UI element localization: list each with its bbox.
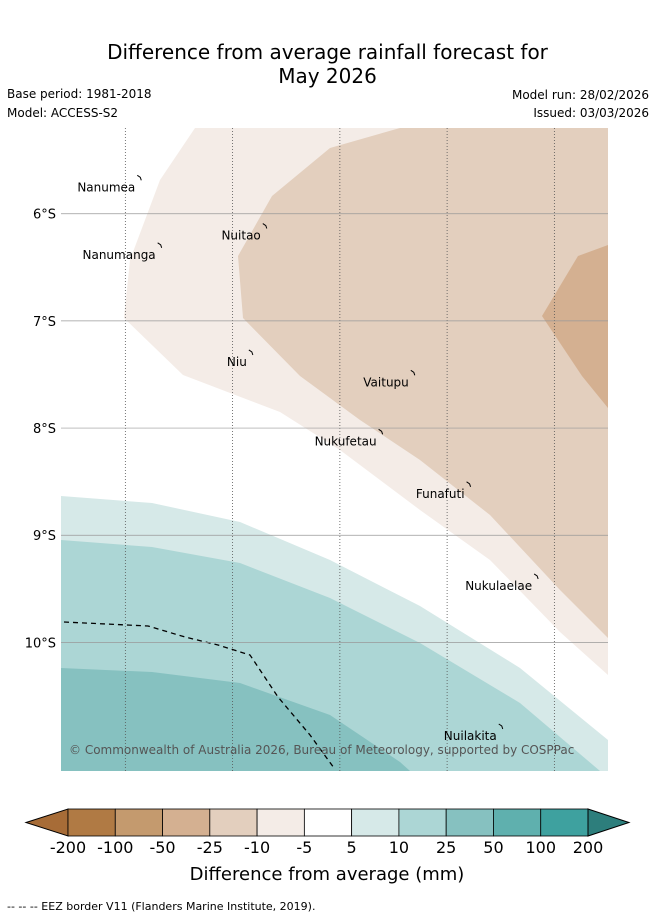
legend-title: Difference from average (mm) bbox=[190, 864, 465, 885]
lat-tick-label: 7°S bbox=[33, 315, 56, 330]
colorbar-box bbox=[162, 808, 211, 837]
colorbar-box bbox=[445, 808, 494, 837]
island-outline bbox=[248, 349, 254, 356]
colorbar-box bbox=[256, 808, 305, 837]
colorbar-tick-label: -10 bbox=[244, 838, 270, 857]
island-outline bbox=[410, 369, 416, 376]
lat-tick-label: 8°S bbox=[33, 422, 56, 437]
model-run: Model run: 28/02/2026 bbox=[511, 88, 649, 102]
island-outline bbox=[378, 428, 384, 435]
island-outline bbox=[533, 573, 539, 580]
colorbar-tick-label: 200 bbox=[573, 838, 604, 857]
chart-title: Difference from average rainfall forecas… bbox=[0, 40, 655, 88]
colorbar-box bbox=[303, 808, 353, 837]
eez-border bbox=[63, 621, 335, 769]
colorbar-box bbox=[209, 808, 258, 837]
island-outline bbox=[262, 223, 268, 229]
island-label: Vaitupu bbox=[363, 375, 409, 389]
copyright-text: © Commonwealth of Australia 2026, Bureau… bbox=[69, 743, 574, 757]
colorbar-labels: -200 -100 -50 -25 -10 -5 5 10 25 50 100 200 bbox=[50, 838, 603, 857]
colorbar-tick-label: 50 bbox=[483, 838, 503, 857]
issued-date: Issued: 03/03/2026 bbox=[533, 106, 649, 120]
colorbar-tick-label: -25 bbox=[197, 838, 223, 857]
colorbar-tick-label: 10 bbox=[389, 838, 409, 857]
island-label: Funafuti bbox=[416, 487, 465, 501]
map-area bbox=[61, 128, 608, 771]
colorbar-max-arrow bbox=[587, 808, 631, 837]
island-label: Nukulaelae bbox=[465, 579, 532, 593]
colorbar-tick-label: 25 bbox=[436, 838, 456, 857]
rainfall-map: Nanumea Nuitao Nanumanga Niu Vaitupu Nukufeta… bbox=[25, 128, 608, 771]
colorbar-box bbox=[493, 808, 542, 837]
colorbar-box bbox=[540, 808, 589, 837]
title-line-1: Difference from average rainfall forecas… bbox=[107, 40, 548, 64]
island-outline bbox=[498, 723, 504, 730]
title-line-2: May 2026 bbox=[278, 64, 377, 88]
colorbar-boxes bbox=[24, 808, 631, 837]
colorbar-tick-label: 100 bbox=[525, 838, 556, 857]
colorbar-tick-label: -100 bbox=[97, 838, 133, 857]
contour-dry-minus10 bbox=[238, 128, 608, 638]
colorbar-box bbox=[398, 808, 447, 837]
colorbar-tick-label: -50 bbox=[149, 838, 175, 857]
island-outline bbox=[466, 481, 472, 487]
axis-ticks: 176°E177°E178°E179°E180°6°S7°S8°S9°S10°S bbox=[25, 208, 56, 652]
eez-note: -- -- -- EEZ border V11 (Flanders Marine… bbox=[7, 900, 316, 913]
colorbar-min-arrow bbox=[24, 808, 69, 837]
colorbar-box bbox=[67, 808, 116, 837]
island-label: Nukufetau bbox=[315, 434, 377, 448]
island-label: Nanumanga bbox=[83, 248, 156, 262]
map-grid bbox=[61, 128, 608, 771]
island-label: Nuilakita bbox=[444, 729, 497, 743]
island-label: Nanumea bbox=[77, 180, 135, 194]
colorbar-box bbox=[114, 808, 163, 837]
colorbar-tick-label: -5 bbox=[296, 838, 312, 857]
contour-dry-minus25 bbox=[542, 245, 608, 408]
colorbar-tick-label: 5 bbox=[347, 838, 357, 857]
island-outline bbox=[157, 242, 163, 248]
islands-layer: Nanumea Nuitao Nanumanga Niu Vaitupu Nukufeta… bbox=[77, 174, 539, 743]
island-label: Nuitao bbox=[221, 229, 260, 243]
lat-tick-label: 9°S bbox=[33, 529, 56, 544]
lat-tick-label: 6°S bbox=[33, 208, 56, 223]
colorbar-tick-label: -200 bbox=[50, 838, 86, 857]
model-name: Model: ACCESS-S2 bbox=[7, 106, 119, 120]
colorbar-box bbox=[351, 808, 400, 837]
lat-tick-label: 10°S bbox=[25, 636, 56, 651]
island-label: Niu bbox=[227, 355, 247, 369]
island-outline bbox=[137, 174, 142, 181]
contour-wet-25 bbox=[61, 668, 410, 771]
colorbar-legend: -200 -100 -50 -25 -10 -5 5 10 25 50 100 200 Differe… bbox=[24, 808, 631, 885]
base-period: Base period: 1981-2018 bbox=[7, 87, 152, 101]
